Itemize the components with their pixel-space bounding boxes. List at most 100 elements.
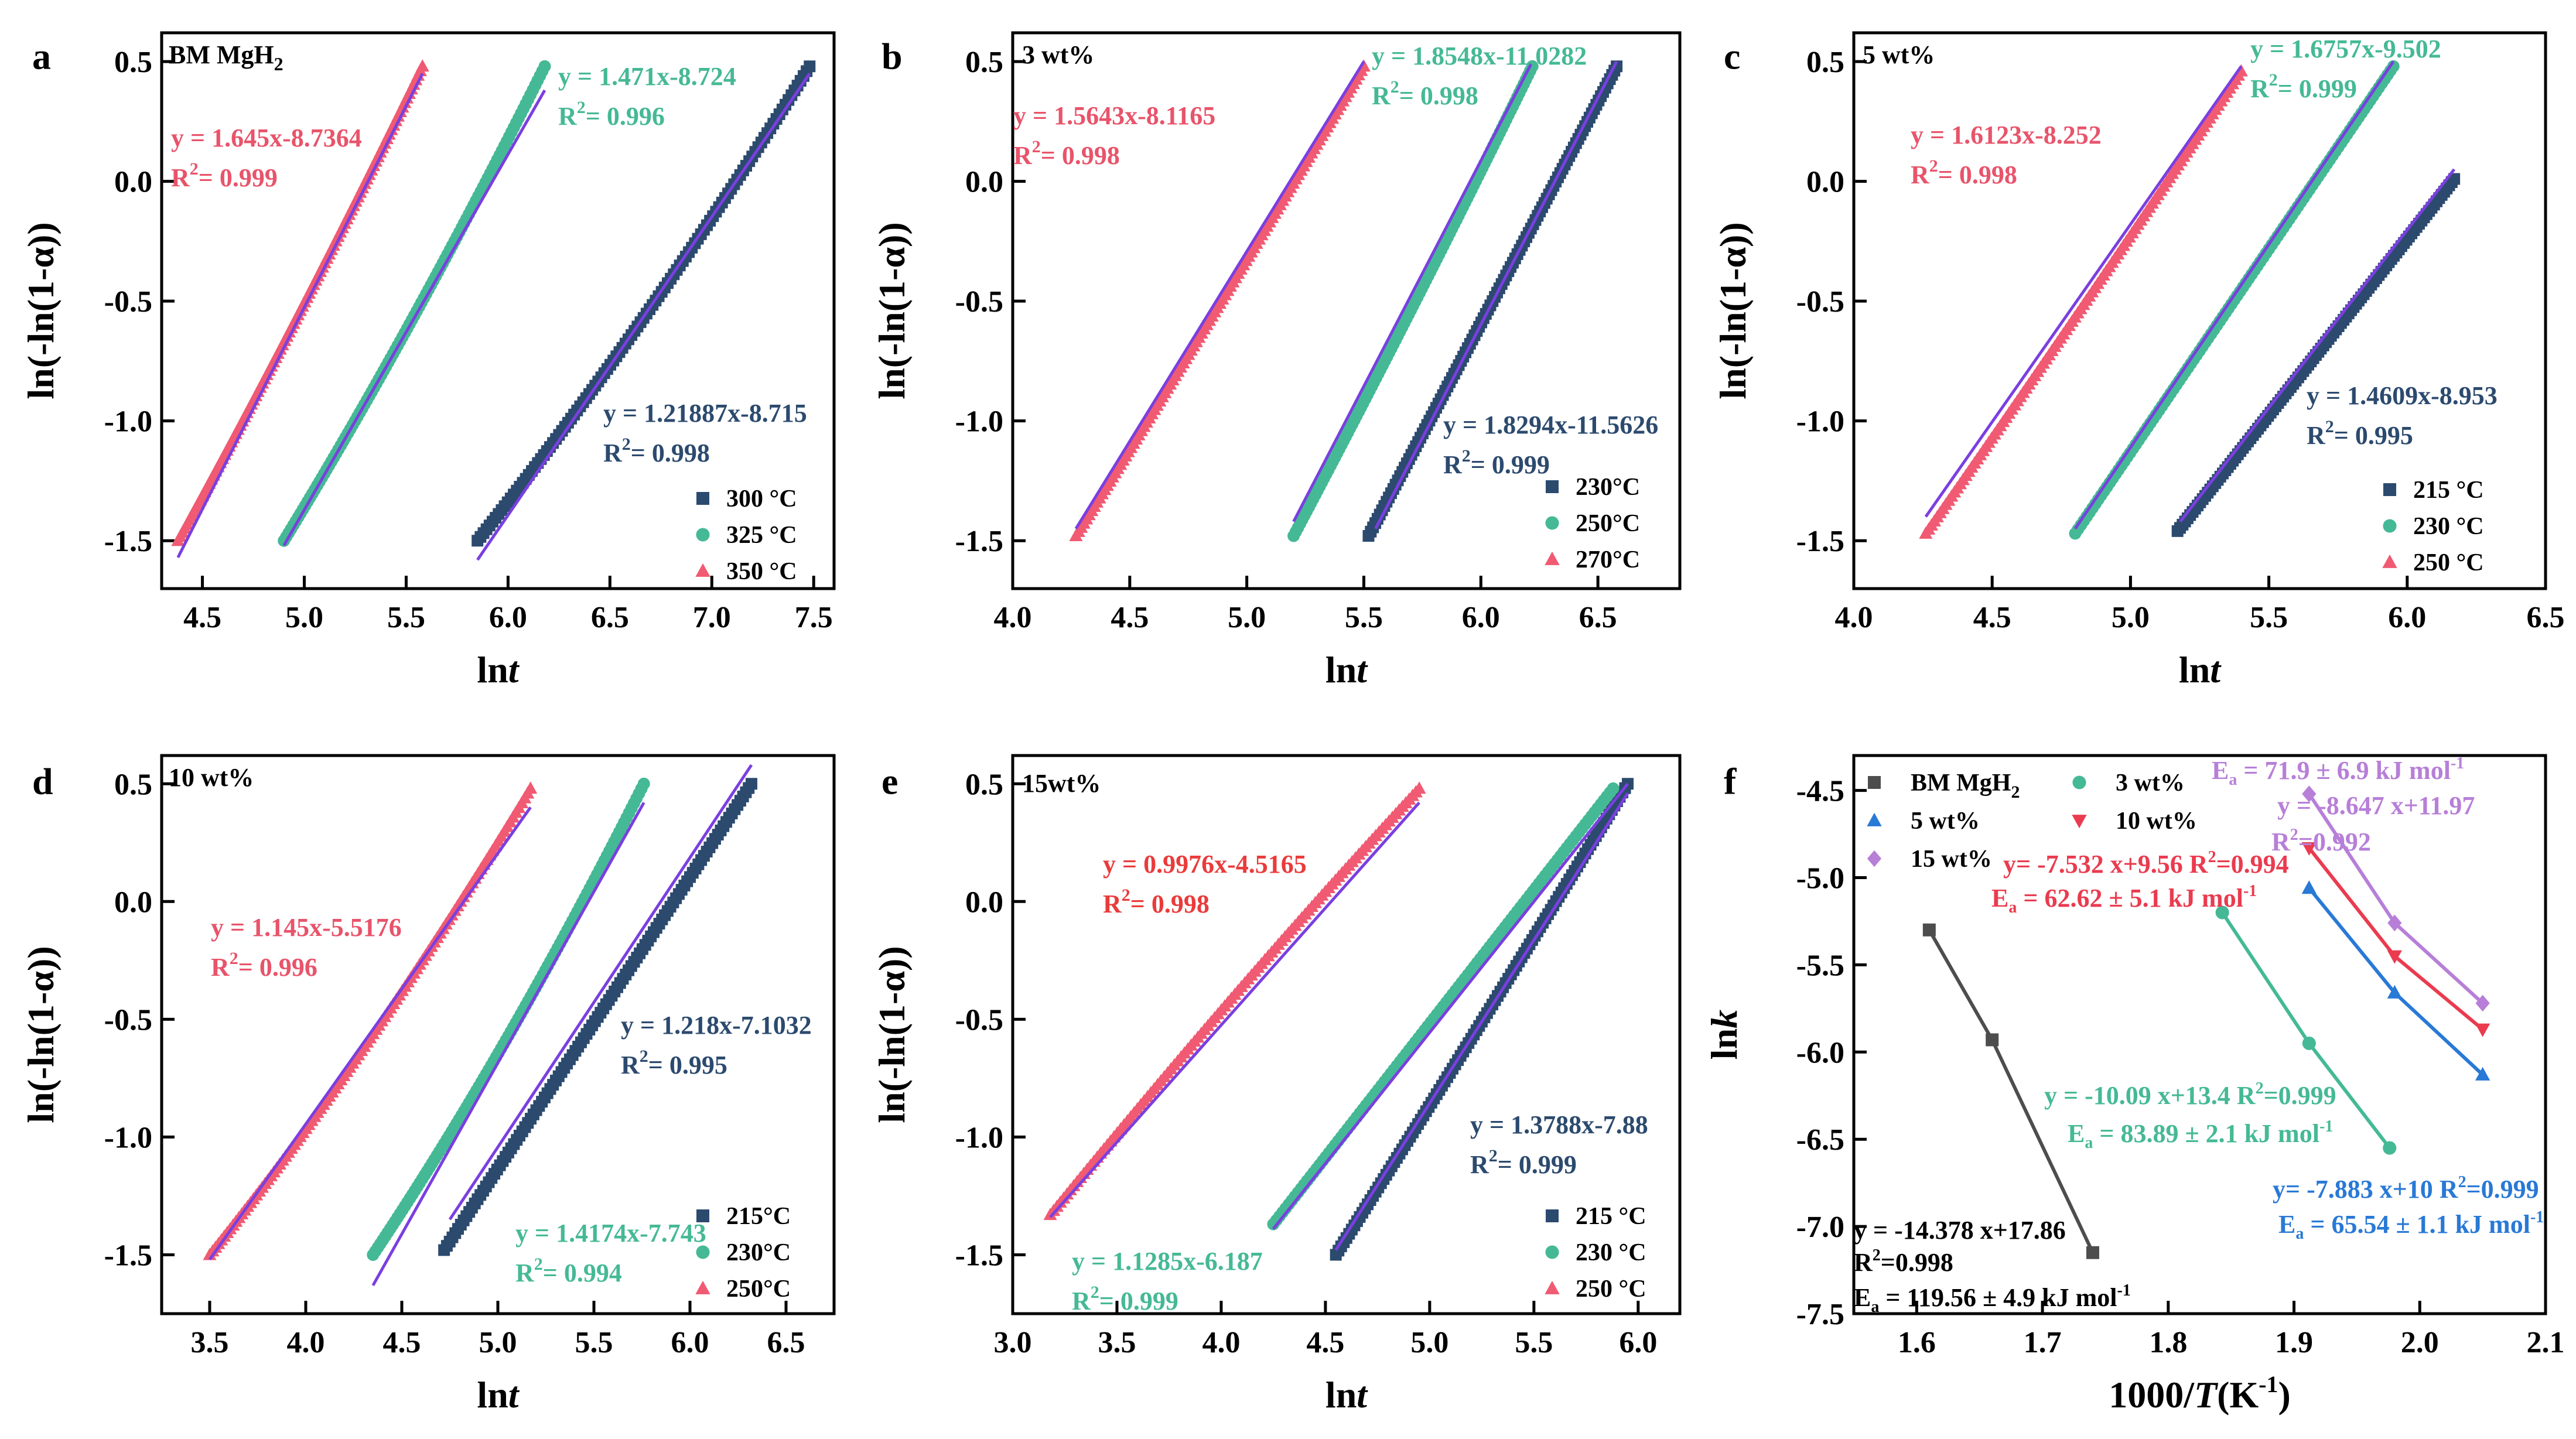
x-tick-label: 4.0 (287, 1326, 325, 1359)
legend-marker (1545, 516, 1559, 530)
legend-marker (696, 492, 709, 505)
y-tick-label: -0.5 (955, 285, 1003, 319)
fit-annotation-c-2: y = 1.4609x-8.953 R2= 0.995 (2307, 381, 2498, 450)
fit-line (1924, 65, 2243, 518)
x-axis-label-e: lnt (1325, 1374, 1368, 1416)
series-line (2220, 911, 2391, 1149)
x-tick-label: 1.6 (1898, 1326, 1936, 1359)
data-point (2383, 1141, 2397, 1155)
fit-annotation-e-0: y = 0.9976x-4.5165 R2= 0.998 (1103, 850, 1307, 918)
fit-line (476, 73, 811, 561)
x-tick-label: 4.5 (1111, 601, 1149, 634)
y-tick-label: 0.0 (965, 166, 1003, 199)
x-tick-label: 4.5 (183, 601, 221, 634)
data-point (2387, 985, 2402, 999)
legend-entry: 230 °C (1576, 1239, 1646, 1266)
y-axis-label-c: ln(-ln(1-α)) (1712, 222, 1754, 399)
fit-line (1292, 60, 1534, 522)
x-tick-label: 5.5 (1345, 601, 1383, 634)
inner-title-a: BM MgH2 (169, 40, 283, 74)
plot-frame-a (160, 31, 836, 590)
y-tick-label: -1.5 (104, 525, 152, 558)
x-tick-label: 2.1 (2527, 1326, 2565, 1359)
legend-entry: 270°C (1576, 546, 1640, 573)
series-a-0 (472, 60, 816, 561)
x-tick-label: 3.5 (191, 1326, 229, 1359)
fit-equation: y = 1.3788x-7.88 (1470, 1110, 1648, 1139)
legend-marker (1868, 776, 1881, 789)
y-tick-label: -1.5 (104, 1239, 152, 1272)
data-point (2475, 1067, 2490, 1081)
panel-label-e: e (882, 761, 898, 802)
fit-annotation-f-4: y = -8.647 x+11.97 R2=0.992 Ea = 71.9 ± 6.… (2212, 754, 2475, 856)
y-ticks-f: -4.5 -5.0 -5.5 -6.0 -6.5 -7.0 -7.5 (1796, 775, 1867, 1331)
legend-entry: BM MgH2 (1911, 770, 2020, 802)
series-f-0 (1922, 923, 2099, 1259)
fit-annotation-b-1: y = 1.8548x-11.0282 R2= 0.998 (1372, 42, 1587, 110)
fit-r-squared: R2= 0.996 (211, 949, 317, 982)
x-tick-label: 5.0 (479, 1326, 517, 1359)
fit-line (448, 764, 753, 1221)
data-point (2086, 1246, 2099, 1259)
legend-entry: 250 °C (2413, 549, 2484, 576)
data-point (1607, 782, 1620, 795)
panel-f: f1.6 1.7 1.8 1.9 2.0 2.1-4.5-5.0-5.5-6.0-6.5-… (1703, 754, 2565, 1416)
y-tick-label: -6.5 (1796, 1123, 1844, 1157)
plot-frame-b (1011, 31, 1682, 590)
series-c-1 (2069, 60, 2400, 540)
data-point (415, 59, 429, 72)
fit-r-squared: R2= 0.999 (1072, 1283, 1178, 1315)
x-tick-label: 4.0 (994, 601, 1032, 634)
inner-title-c: 5 wt% (1863, 40, 1935, 69)
y-tick-label: -1.0 (955, 1121, 1003, 1154)
y-tick-label: 0.5 (965, 46, 1003, 79)
x-tick-label: 5.0 (1410, 1326, 1448, 1359)
fit-line (371, 802, 645, 1286)
data-point (2475, 1023, 2490, 1037)
fit-annotation-e-1: y = 1.1285x-6.187 R2= 0.999 (1072, 1247, 1263, 1315)
y-tick-label: -1.5 (955, 1239, 1003, 1272)
legend-entry: 230 °C (2413, 513, 2484, 540)
legend-entry: 250°C (1576, 510, 1640, 537)
x-tick-label: 5.0 (285, 601, 323, 634)
x-tick-label: 6.0 (671, 1326, 709, 1359)
y-tick-label: -1.0 (104, 1121, 152, 1154)
x-tick-label: 1.9 (2275, 1326, 2313, 1359)
data-point (524, 781, 538, 794)
x-tick-label: 5.0 (2112, 601, 2150, 634)
x-axis-label-c: lnt (2179, 649, 2222, 691)
panel-d: d 3.5 4.0 4.5 5.0 5.5 6.0 6.5 0.5 0.0 -0.5 -1.0 -1.5… (20, 754, 836, 1416)
legend-marker (1545, 551, 1560, 565)
activation-energy: Ea = 71.9 ± 6.9 kJ mol-1 (2212, 754, 2464, 789)
x-ticks-d: 3.5 4.0 4.5 5.0 5.5 6.0 6.5 (191, 1301, 805, 1359)
x-axis-label-d: lnt (477, 1374, 520, 1416)
panel-label-c: c (1724, 36, 1740, 77)
panel-label-a: a (32, 36, 51, 77)
y-tick-label: -0.5 (104, 285, 152, 319)
fit-equation: y = 1.8294x-11.5626 (1443, 411, 1658, 439)
x-tick-label: 3.5 (1098, 1326, 1136, 1359)
fit-annotation-d-0: y = 1.145x-5.5176 R2= 0.996 (211, 913, 402, 982)
y-tick-label: 0.5 (1806, 46, 1844, 79)
x-tick-label: 4.5 (1306, 1326, 1344, 1359)
legend-entry: 325 °C (726, 522, 797, 549)
panel-a: a 4.5 5.0 5.5 6.0 6.5 7.0 7.5 0.5 0.0 -0.5 -1.0 -1.5… (20, 31, 836, 691)
fit-line (208, 806, 532, 1260)
x-tick-label: 7.5 (795, 601, 833, 634)
data-point (1412, 781, 1426, 794)
series-e-1 (1267, 782, 1629, 1231)
series-b-0 (1362, 60, 1623, 542)
fit-equation: y = 1.1285x-6.187 (1072, 1247, 1263, 1276)
legend-a: 300 °C 325 °C 350 °C (695, 486, 797, 585)
x-tick-label: 4.0 (1835, 601, 1873, 634)
fit-equation: y= -7.883 x+10 R2=0.999 (2273, 1173, 2539, 1204)
legend-entry: 350 °C (726, 558, 797, 585)
panel-e: e 3.0 3.5 4.0 4.5 5.0 5.5 6.0 0.5 0.0 -0.5 -1.0 -1.5… (871, 754, 1682, 1416)
series-d-2 (203, 781, 538, 1260)
x-tick-label: 5.5 (2250, 601, 2288, 634)
x-tick-label: 6.5 (2527, 601, 2565, 634)
data-point (804, 60, 816, 73)
legend-f: BM MgH2 3 wt% 5 wt% 10 wt% 15 wt% (1867, 770, 2197, 873)
x-tick-label: 6.0 (2388, 601, 2426, 634)
